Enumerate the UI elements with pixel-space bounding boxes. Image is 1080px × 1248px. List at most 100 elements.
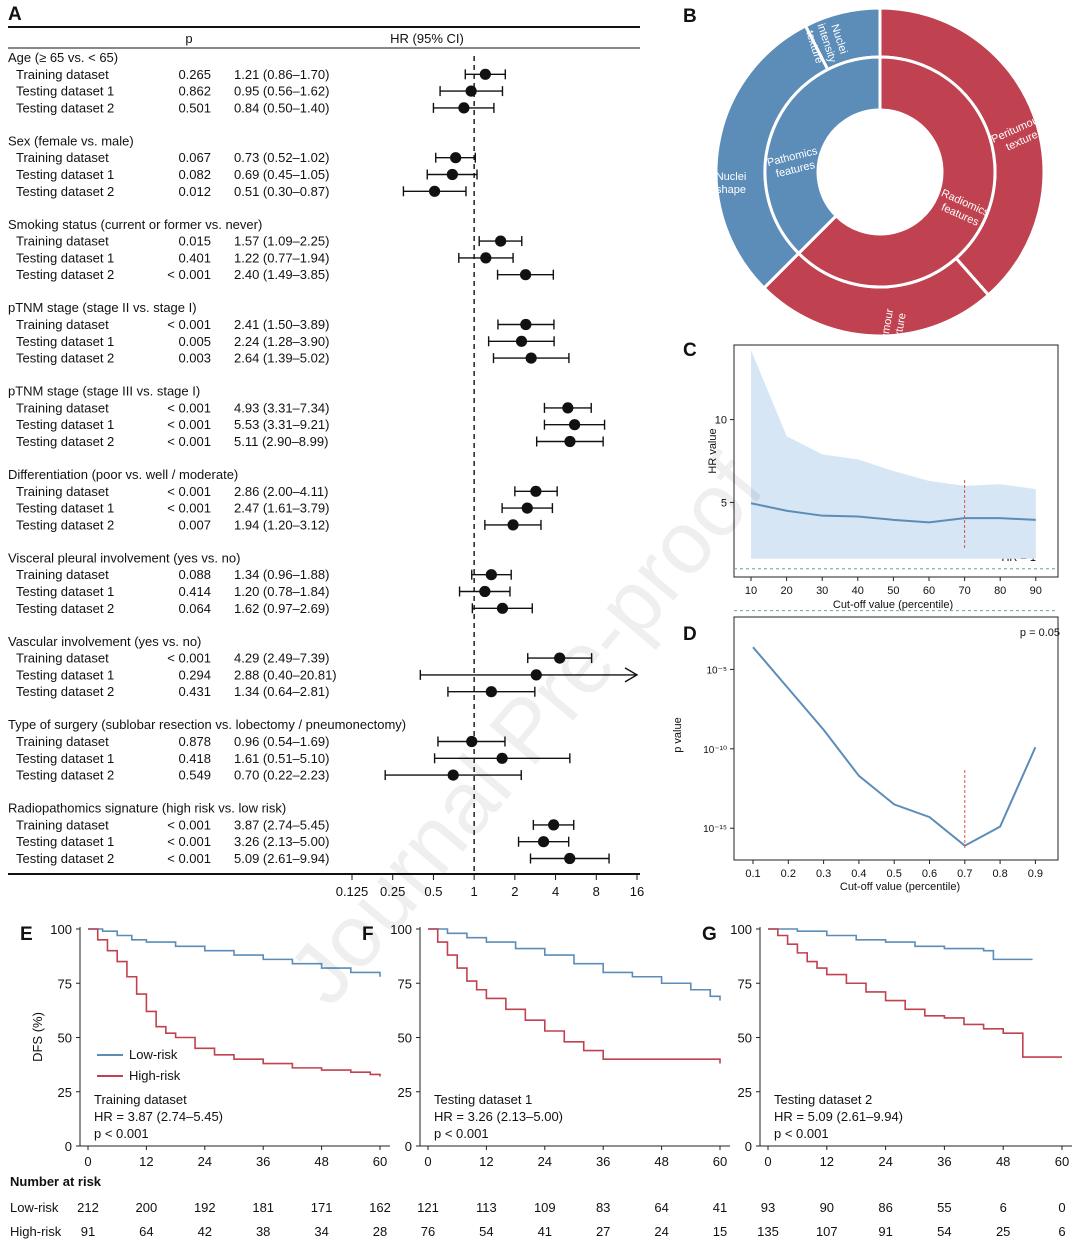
km-p-text: p < 0.001 bbox=[434, 1126, 489, 1141]
forest-row-p: 0.067 bbox=[178, 150, 211, 165]
forest-point bbox=[428, 185, 441, 197]
c-x-tick-label: 80 bbox=[994, 585, 1006, 597]
forest-row-p: 0.082 bbox=[178, 167, 211, 182]
risk-count: 83 bbox=[596, 1200, 610, 1215]
forest-point bbox=[520, 318, 532, 331]
risk-title: Number at risk bbox=[10, 1174, 102, 1189]
forest-x-tick-label: 16 bbox=[630, 884, 644, 899]
c-xlabel: Cut-off value (percentile) bbox=[833, 599, 953, 611]
forest-x-tick-label: 0.25 bbox=[380, 884, 405, 899]
c-x-tick-label: 40 bbox=[852, 585, 864, 597]
panel-label-f: F bbox=[362, 924, 374, 945]
legend-low-risk-label: Low-risk bbox=[129, 1047, 178, 1062]
forest-row-p: 0.015 bbox=[178, 234, 211, 249]
d-y-tick-label: 10⁻¹⁰ bbox=[703, 745, 727, 756]
forest-row-label: Testing dataset 1 bbox=[16, 501, 114, 516]
c-hr-line bbox=[750, 502, 1036, 524]
risk-count: 121 bbox=[417, 1200, 439, 1215]
donut-label-nuclei-shape-line: Nuclei bbox=[716, 171, 747, 183]
km-y-tick-label: 100 bbox=[50, 922, 72, 937]
forest-point bbox=[562, 402, 574, 414]
forest-row-label: Training dataset bbox=[16, 234, 109, 249]
d-xlabel: Cut-off value (percentile) bbox=[840, 881, 960, 893]
risk-count: 34 bbox=[314, 1224, 328, 1239]
forest-row-hr: 0.96 (0.54–1.69) bbox=[234, 734, 329, 749]
forest-row-hr: 2.86 (2.00–4.11) bbox=[234, 484, 328, 499]
forest-point bbox=[564, 435, 576, 448]
forest-group-title: Radiopathomics signature (high risk vs. … bbox=[8, 801, 286, 816]
forest-point bbox=[507, 519, 519, 531]
km-low-risk-curve bbox=[768, 928, 1033, 961]
forest-row-p: 0.005 bbox=[178, 334, 211, 349]
forest-row-label: Testing dataset 1 bbox=[16, 84, 114, 99]
forest-row-p: 0.414 bbox=[178, 584, 211, 599]
risk-count: 54 bbox=[479, 1224, 493, 1239]
km-y-tick-label: 50 bbox=[58, 1031, 72, 1046]
c-ci-band bbox=[751, 349, 1036, 559]
forest-row-p: 0.294 bbox=[178, 667, 211, 682]
c-x-tick-label: 10 bbox=[745, 585, 757, 597]
forest-row-p: < 0.001 bbox=[167, 484, 211, 499]
forest-row-p: < 0.001 bbox=[167, 317, 211, 332]
km-y-tick-label: 100 bbox=[730, 922, 752, 937]
forest-group-title: pTNM stage (stage III vs. stage I) bbox=[8, 384, 200, 399]
d-x-tick-label: 0.9 bbox=[1028, 868, 1043, 880]
forest-point bbox=[568, 419, 581, 431]
risk-count: 41 bbox=[713, 1200, 727, 1215]
km-x-tick-label: 48 bbox=[314, 1154, 328, 1169]
forest-row-hr: 3.26 (2.13–5.00) bbox=[234, 834, 329, 849]
forest-row-label: Training dataset bbox=[16, 567, 109, 582]
forest-row-label: Testing dataset 1 bbox=[16, 334, 114, 349]
forest-row-hr: 3.87 (2.74–5.45) bbox=[234, 817, 329, 832]
donut-label-nuclei-shape: Nuclei shape bbox=[716, 171, 747, 196]
forest-point bbox=[450, 152, 462, 164]
km-x-tick-label: 60 bbox=[713, 1154, 727, 1169]
forest-group-title: Sex (female vs. male) bbox=[8, 133, 134, 148]
forest-row-label: Testing dataset 1 bbox=[16, 250, 114, 265]
forest-row-label: Testing dataset 2 bbox=[16, 351, 114, 366]
forest-row-hr: 0.95 (0.56–1.62) bbox=[234, 84, 329, 99]
forest-row-label: Training dataset bbox=[16, 67, 109, 82]
risk-count: 200 bbox=[136, 1200, 158, 1215]
forest-x-tick-label: 4 bbox=[552, 884, 559, 899]
forest-row-p: 0.064 bbox=[178, 601, 211, 616]
km-ylabel: DFS (%) bbox=[30, 1012, 45, 1062]
forest-row-label: Testing dataset 2 bbox=[16, 517, 114, 532]
km-y-tick-label: 25 bbox=[398, 1085, 412, 1100]
c-y-tick-label: 5 bbox=[721, 497, 727, 509]
forest-row-hr: 1.57 (1.09–2.25) bbox=[234, 234, 329, 249]
risk-count: 109 bbox=[534, 1200, 556, 1215]
risk-count: 38 bbox=[256, 1224, 270, 1239]
forest-row-label: Testing dataset 2 bbox=[16, 434, 114, 449]
km-y-tick-label: 25 bbox=[738, 1085, 752, 1100]
km-x-tick-label: 48 bbox=[996, 1154, 1010, 1169]
km-x-tick-label: 0 bbox=[84, 1154, 91, 1169]
km-x-tick-label: 48 bbox=[654, 1154, 668, 1169]
km-y-tick-label: 50 bbox=[398, 1031, 412, 1046]
c-x-tick-label: 30 bbox=[816, 585, 828, 597]
risk-count: 93 bbox=[761, 1200, 775, 1215]
forest-point bbox=[466, 735, 478, 748]
km-x-tick-label: 24 bbox=[878, 1154, 892, 1169]
km-p-text: p < 0.001 bbox=[774, 1126, 829, 1141]
forest-row-label: Testing dataset 1 bbox=[16, 167, 114, 182]
forest-point bbox=[447, 769, 459, 781]
legend-high-risk-label: High-risk bbox=[129, 1068, 181, 1083]
forest-group-title: pTNM stage (stage II vs. stage I) bbox=[8, 300, 197, 315]
panel-label-d: D bbox=[683, 624, 697, 645]
forest-row-label: Training dataset bbox=[16, 817, 109, 832]
forest-row-p: 0.501 bbox=[178, 100, 211, 115]
risk-count: 41 bbox=[538, 1224, 552, 1239]
km-hr-text: HR = 5.09 (2.61–9.94) bbox=[774, 1109, 903, 1124]
forest-row-p: 0.401 bbox=[178, 250, 211, 265]
forest-point bbox=[479, 585, 491, 598]
forest-point bbox=[496, 602, 509, 614]
d-x-tick-label: 0.4 bbox=[851, 868, 866, 880]
forest-row-p: < 0.001 bbox=[167, 434, 211, 449]
risk-count: 113 bbox=[476, 1200, 497, 1215]
risk-count: 64 bbox=[139, 1224, 153, 1239]
forest-row-hr: 0.73 (0.52–1.02) bbox=[234, 150, 329, 165]
risk-count: 171 bbox=[311, 1200, 333, 1215]
km-x-tick-label: 24 bbox=[198, 1154, 212, 1169]
forest-point bbox=[548, 819, 560, 831]
